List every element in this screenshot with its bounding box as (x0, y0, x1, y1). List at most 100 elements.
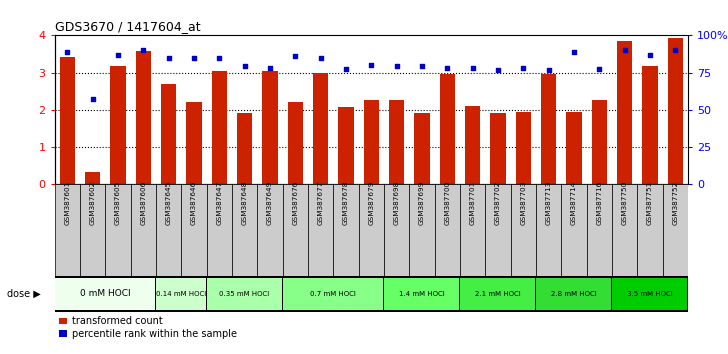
Point (644, 52, 656, 58)
Bar (662, 184, 688, 276)
Text: 0 mM HOCl: 0 mM HOCl (80, 289, 130, 298)
Bar (339, 107, 354, 184)
Bar (156, 184, 181, 276)
Point (670, 47, 681, 52)
Bar (364, 101, 379, 184)
Bar (55, 184, 80, 276)
Bar (130, 184, 156, 276)
Bar (435, 184, 460, 276)
Bar (333, 184, 359, 276)
Point (543, 67, 555, 73)
Point (568, 49, 579, 55)
Text: GSM387713: GSM387713 (545, 181, 552, 225)
Text: GSM387649: GSM387649 (267, 181, 273, 225)
Bar (55, 278, 156, 310)
Bar (541, 74, 556, 184)
Bar (414, 113, 430, 184)
Text: dose ▶: dose ▶ (7, 289, 41, 299)
Text: GSM387679: GSM387679 (368, 181, 374, 225)
Point (467, 65, 478, 71)
Bar (612, 278, 687, 310)
Point (87, 97, 98, 102)
Point (163, 56, 175, 61)
Text: GSM387701: GSM387701 (470, 181, 475, 225)
Bar (288, 102, 303, 184)
Text: GSM387716: GSM387716 (596, 181, 602, 225)
Bar (642, 66, 657, 184)
Text: GSM387606: GSM387606 (141, 181, 146, 225)
Point (365, 62, 377, 68)
Point (314, 56, 326, 61)
Bar (561, 184, 587, 276)
Bar (465, 106, 480, 184)
Bar (460, 184, 486, 276)
Point (441, 65, 453, 71)
Bar (389, 101, 404, 184)
Text: GSM387698: GSM387698 (394, 181, 400, 225)
Point (188, 56, 199, 61)
Bar (237, 113, 252, 184)
Bar (592, 101, 607, 184)
Text: GSM387703: GSM387703 (521, 181, 526, 225)
Bar (384, 184, 409, 276)
Text: GSM387678: GSM387678 (343, 181, 349, 225)
Bar (207, 278, 282, 310)
Bar (313, 73, 328, 184)
Bar (157, 278, 206, 310)
Bar (111, 66, 125, 184)
Bar (262, 71, 277, 184)
Bar (510, 184, 536, 276)
Point (619, 47, 630, 52)
Point (340, 66, 352, 72)
Text: 2.8 mM HOCl: 2.8 mM HOCl (551, 291, 597, 297)
Legend: transformed count, percentile rank within the sample: transformed count, percentile rank withi… (60, 316, 237, 339)
Text: GSM387751: GSM387751 (647, 181, 653, 225)
Bar (617, 41, 632, 184)
Bar (282, 184, 308, 276)
Bar (491, 113, 505, 184)
Text: GSM387676: GSM387676 (292, 181, 298, 225)
Point (213, 56, 225, 61)
Text: GSM387648: GSM387648 (242, 181, 248, 225)
Bar (283, 278, 384, 310)
Bar (587, 184, 612, 276)
Bar (257, 184, 282, 276)
Bar (232, 184, 257, 276)
Text: GSM387646: GSM387646 (191, 181, 197, 225)
Bar (212, 71, 227, 184)
Text: GSM387700: GSM387700 (444, 181, 451, 225)
Bar (668, 38, 683, 184)
Point (492, 67, 504, 73)
Bar (106, 184, 130, 276)
Bar (409, 184, 435, 276)
Bar (85, 172, 100, 184)
Point (290, 53, 301, 59)
Bar (181, 184, 207, 276)
Bar (384, 278, 459, 310)
Bar (80, 184, 106, 276)
Bar (207, 184, 232, 276)
Text: GSM387750: GSM387750 (622, 181, 628, 225)
Bar (186, 102, 202, 184)
Point (112, 52, 124, 58)
Text: GSM387601: GSM387601 (64, 181, 71, 225)
Point (518, 65, 529, 71)
Text: GSM387645: GSM387645 (165, 181, 172, 225)
Bar (60, 57, 75, 184)
Bar (440, 74, 455, 184)
Point (239, 63, 250, 69)
Text: GSM387714: GSM387714 (571, 181, 577, 225)
Bar (161, 84, 176, 184)
Text: GSM387752: GSM387752 (672, 181, 678, 225)
Bar (566, 112, 582, 184)
Text: GSM387702: GSM387702 (495, 181, 501, 225)
Point (593, 66, 605, 72)
Text: GDS3670 / 1417604_at: GDS3670 / 1417604_at (55, 20, 200, 33)
Bar (515, 112, 531, 184)
Bar (537, 278, 612, 310)
Bar (486, 184, 510, 276)
Bar (359, 184, 384, 276)
Text: 3.5 mM HOCl: 3.5 mM HOCl (627, 291, 673, 297)
Text: 0.14 mM HOCl: 0.14 mM HOCl (156, 291, 207, 297)
Bar (460, 278, 536, 310)
